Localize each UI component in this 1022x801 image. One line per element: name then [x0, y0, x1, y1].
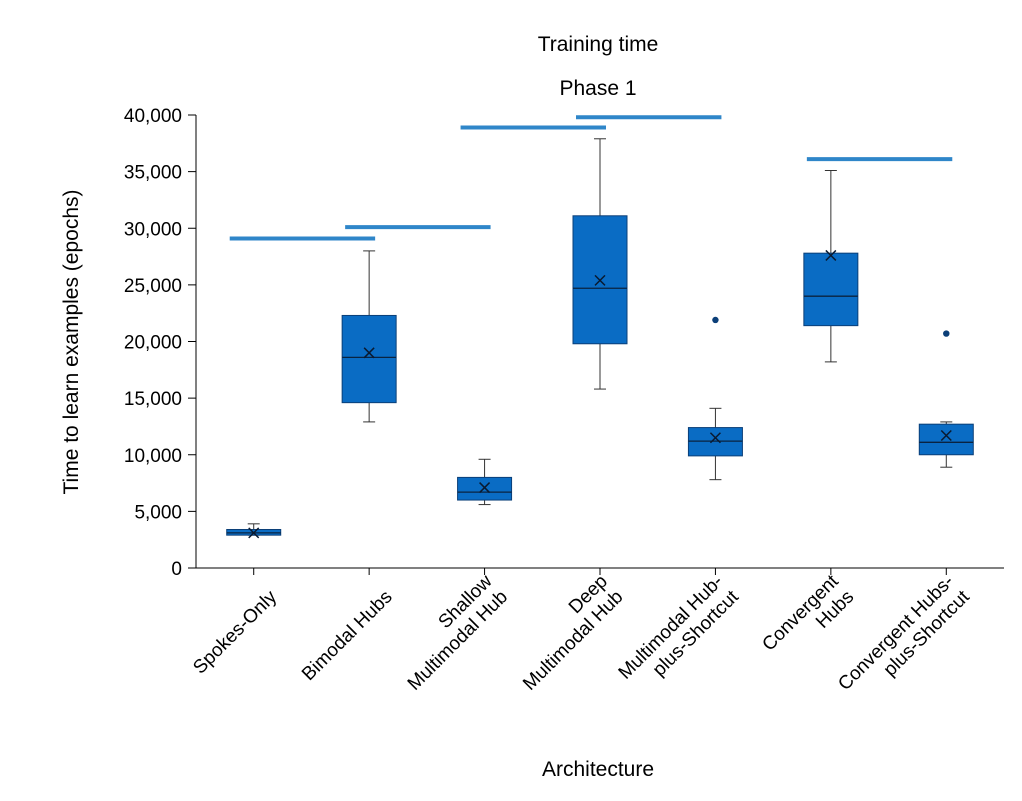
x-tick-label: Bimodal Hubs	[298, 587, 396, 685]
y-tick-label: 35,000	[124, 163, 182, 184]
plot-area: 0 5,000 10,000 15,000 20,000 25,000 30,000 35,0…	[124, 106, 1004, 711]
outlier-point	[943, 330, 950, 337]
box-group	[687, 316, 743, 481]
x-tick-label: DeepMultimodal Hub	[504, 571, 628, 695]
mean-marker	[479, 482, 491, 494]
x-tick-label: ShallowMultimodal Hub	[388, 571, 512, 695]
chart-subtitle: Phase 1	[559, 77, 636, 100]
y-axis-label: Time to learn examples (epochs)	[60, 189, 83, 494]
box-group	[803, 169, 859, 363]
box-group	[341, 250, 397, 423]
box-group	[918, 330, 974, 468]
box	[803, 252, 859, 327]
box	[341, 314, 397, 404]
x-tick-label: Multimodal Hub-plus-Shortcut	[615, 571, 744, 700]
x-tick-label-line: Spokes-Only	[189, 586, 281, 678]
x-tick-label: Spokes-Only	[189, 586, 281, 678]
x-tick-label: Convergent Hubs-plus-Shortcut	[834, 571, 974, 711]
chart-title: Training time	[538, 33, 659, 56]
y-tick-label: 0	[171, 559, 182, 580]
y-tick-label: 20,000	[124, 333, 182, 354]
box-group	[572, 138, 628, 390]
outlier-point	[712, 316, 719, 324]
x-axis-label: Architecture	[542, 758, 654, 781]
mean-marker	[594, 274, 606, 286]
y-tick-label: 30,000	[124, 219, 182, 240]
mean-marker	[940, 429, 952, 442]
mean-marker	[825, 249, 837, 261]
mean-marker	[363, 347, 375, 359]
mean-marker	[709, 432, 721, 444]
box-group	[226, 523, 282, 539]
x-tick-label: ConvergentHubs	[758, 571, 858, 671]
box	[918, 423, 974, 456]
y-tick-label: 5,000	[134, 502, 182, 523]
x-tick-label-line: Bimodal Hubs	[298, 587, 396, 685]
mean-marker	[248, 527, 260, 539]
box-group	[457, 458, 513, 506]
y-tick-label: 10,000	[124, 446, 182, 467]
y-tick-label: 15,000	[124, 389, 182, 410]
y-tick-label: 25,000	[124, 276, 182, 297]
box	[457, 476, 513, 501]
y-tick-label: 40,000	[124, 106, 182, 127]
